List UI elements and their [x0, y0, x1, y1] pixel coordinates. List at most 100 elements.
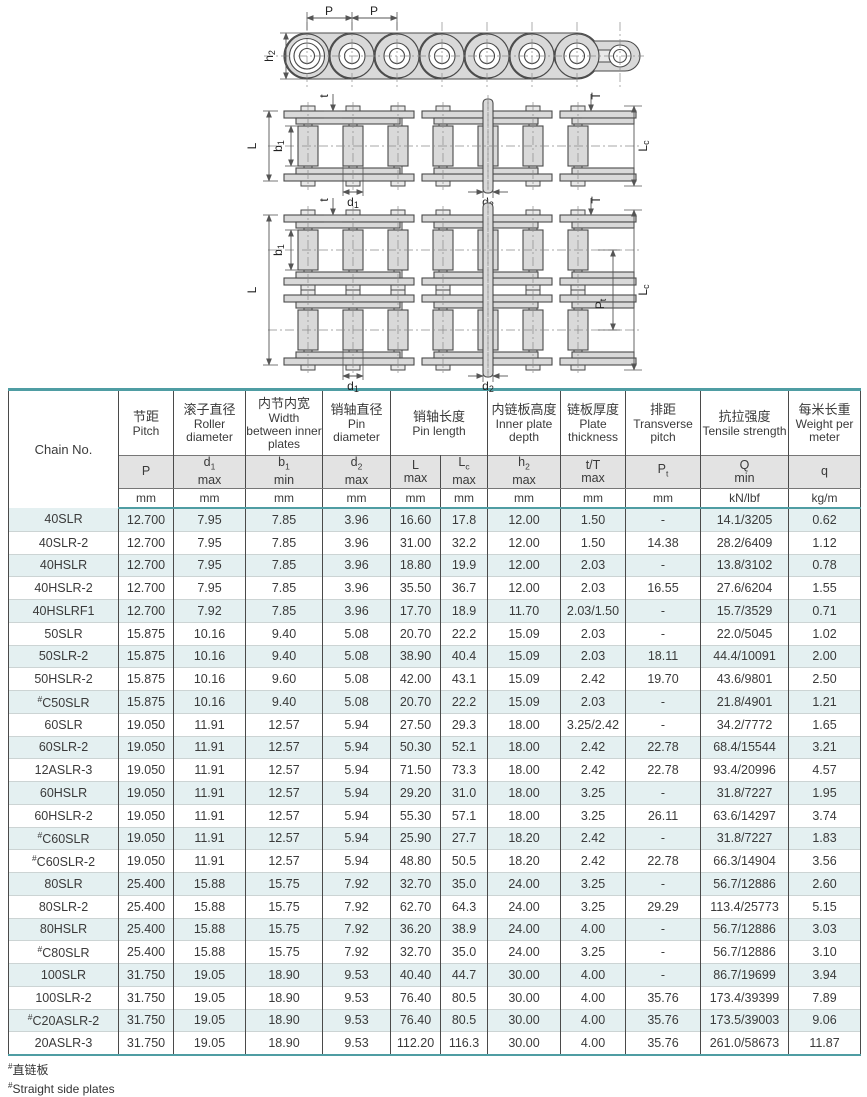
chain-no-cell: 40SLR	[8, 508, 119, 532]
value-cell: 19.05	[173, 1008, 246, 1032]
value-cell: 7.92	[322, 872, 391, 896]
unit-header: kg/m	[788, 488, 861, 509]
value-cell: 9.53	[322, 985, 391, 1009]
value-cell: 12.00	[487, 576, 561, 600]
value-cell: 31.00	[390, 530, 441, 554]
value-cell: 19.05	[173, 1031, 246, 1055]
chain-no-cell: #C20ASLR-2	[8, 1008, 119, 1032]
value-cell: 27.50	[390, 712, 441, 736]
table-row: 100SLR-2 31.750 19.05 18.90 9.53 76.40 80.5 30.…	[8, 985, 861, 1009]
value-cell: 64.3	[440, 894, 488, 918]
value-cell: 15.75	[245, 917, 323, 941]
footnote-zh: #直链板	[8, 1059, 867, 1078]
value-cell: 43.6/9801	[700, 667, 789, 691]
value-cell: 15.88	[173, 917, 246, 941]
value-cell: 14.38	[625, 530, 701, 554]
value-cell: 80.5	[440, 1008, 488, 1032]
value-cell: 1.02	[788, 621, 861, 645]
value-cell: 16.60	[390, 508, 441, 532]
table-row: 40HSLR 12.700 7.95 7.85 3.96 18.80 19.9 12.00 2.…	[8, 553, 861, 577]
value-cell: 20.70	[390, 690, 441, 714]
value-cell: 18.80	[390, 553, 441, 577]
value-cell: 28.2/6409	[700, 530, 789, 554]
value-cell: 5.08	[322, 621, 391, 645]
value-cell: 11.91	[173, 849, 246, 873]
chain-no-cell: 50SLR	[8, 621, 119, 645]
column-header: 内链板高度 Inner plate depth	[487, 389, 561, 456]
value-cell: 36.20	[390, 917, 441, 941]
value-cell: 18.90	[245, 963, 323, 987]
value-cell: 2.03/1.50	[560, 599, 626, 623]
column-header: 销轴长度 Pin length	[390, 389, 488, 456]
symbol-header: t/T max	[560, 455, 626, 489]
value-cell: 42.00	[390, 667, 441, 691]
chain-no-cell: #C50SLR	[8, 690, 119, 714]
value-cell: 3.25	[560, 803, 626, 827]
value-cell: 4.00	[560, 985, 626, 1009]
value-cell: 26.11	[625, 803, 701, 827]
value-cell: 15.09	[487, 667, 561, 691]
symbol-header: q	[788, 455, 861, 489]
value-cell: 44.7	[440, 963, 488, 987]
value-cell: 19.050	[118, 735, 174, 759]
value-cell: 40.40	[390, 963, 441, 987]
value-cell: 19.05	[173, 985, 246, 1009]
table-row: #C20ASLR-2 31.750 19.05 18.90 9.53 76.40 80.5 3…	[8, 1008, 861, 1032]
value-cell: 15.7/3529	[700, 599, 789, 623]
table-row: 80SLR-2 25.400 15.88 15.75 7.92 62.70 64.3 24.0…	[8, 894, 861, 918]
value-cell: 1.21	[788, 690, 861, 714]
value-cell: 31.750	[118, 985, 174, 1009]
value-cell: 21.8/4901	[700, 690, 789, 714]
chain-no-cell: 20ASLR-3	[8, 1031, 119, 1055]
value-cell: 3.74	[788, 803, 861, 827]
value-cell: 7.85	[245, 576, 323, 600]
table-row: 12ASLR-3 19.050 11.91 12.57 5.94 71.50 73.3 18.…	[8, 758, 861, 782]
value-cell: 18.9	[440, 599, 488, 623]
value-cell: 9.53	[322, 1008, 391, 1032]
value-cell: 5.94	[322, 826, 391, 850]
value-cell: 5.08	[322, 644, 391, 668]
value-cell: 7.95	[173, 553, 246, 577]
value-cell: 11.87	[788, 1031, 861, 1055]
column-header: 抗拉强度 Tensile strength	[700, 389, 789, 456]
value-cell: 12.57	[245, 849, 323, 873]
unit-header: mm	[625, 488, 701, 509]
value-cell: 31.750	[118, 1008, 174, 1032]
value-cell: 1.55	[788, 576, 861, 600]
symbol-header: b1 min	[245, 455, 323, 489]
dim-label: L	[245, 142, 259, 149]
symbol-header: Pt	[625, 455, 701, 489]
table-row: #C80SLR 25.400 15.88 15.75 7.92 32.70 35.0 24.0…	[8, 940, 861, 964]
symbol-header: d1 max	[173, 455, 246, 489]
value-cell: 9.53	[322, 963, 391, 987]
value-cell: 35.76	[625, 985, 701, 1009]
value-cell: 24.00	[487, 872, 561, 896]
value-cell: 3.96	[322, 508, 391, 532]
value-cell: 18.90	[245, 1031, 323, 1055]
value-cell: 12.700	[118, 599, 174, 623]
value-cell: -	[625, 940, 701, 964]
dim-label: b1	[271, 140, 286, 152]
value-cell: 32.70	[390, 940, 441, 964]
spec-table-head: Chain No. 节距 Pitch 滚子直径 Roller diameter 内节内宽 W…	[8, 389, 861, 509]
chain-no-cell: 60SLR	[8, 712, 119, 736]
column-header: 链板厚度 Plate thickness	[560, 389, 626, 456]
value-cell: 1.95	[788, 781, 861, 805]
value-cell: 18.11	[625, 644, 701, 668]
value-cell: 12.00	[487, 508, 561, 532]
chain-no-cell: #C80SLR	[8, 940, 119, 964]
value-cell: 31.8/7227	[700, 781, 789, 805]
value-cell: 56.7/12886	[700, 917, 789, 941]
value-cell: 12.700	[118, 576, 174, 600]
value-cell: 4.00	[560, 1008, 626, 1032]
dim-label: Pt	[593, 298, 608, 309]
value-cell: 18.20	[487, 849, 561, 873]
value-cell: 22.0/5045	[700, 621, 789, 645]
unit-header: mm	[118, 488, 174, 509]
value-cell: 1.50	[560, 530, 626, 554]
value-cell: 2.03	[560, 553, 626, 577]
value-cell: 11.91	[173, 758, 246, 782]
symbol-header: d2 max	[322, 455, 391, 489]
footnote-en: #Straight side plates	[8, 1078, 867, 1097]
value-cell: 76.40	[390, 985, 441, 1009]
